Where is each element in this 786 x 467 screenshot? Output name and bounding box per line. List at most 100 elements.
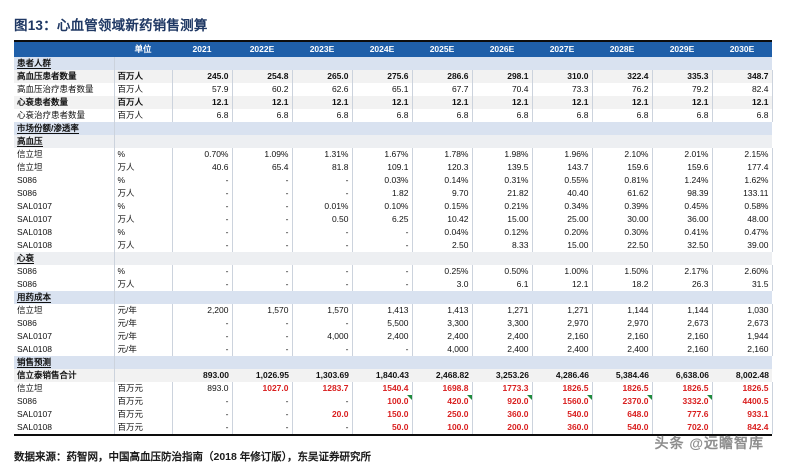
row-unit: [113, 57, 172, 70]
cell-value: [592, 356, 652, 369]
cell-value: -: [292, 187, 353, 200]
cell-value: [232, 135, 292, 148]
table-row: S086 万人 - - - -3.0 6.1 12.1 18.2 26.3 31.5: [14, 278, 773, 291]
row-unit: 元/年: [113, 304, 173, 317]
cell-value: 0.81%: [592, 174, 653, 187]
table-row: SAL0107% - -0.01% 0.10% 0.15% 0.21% 0.34% 0.39%…: [14, 200, 773, 213]
cell-value: -: [172, 200, 233, 213]
cell-value: 70.4: [472, 83, 533, 96]
watermark: 头条 @远瞻智库: [654, 435, 764, 451]
cell-value: 12.1: [412, 96, 473, 109]
cell-value: 2,673: [652, 317, 713, 330]
cell-value: -: [292, 395, 353, 408]
cell-value: [232, 291, 292, 304]
table-row: SAL0107 元/年 - -4,000 2,400 2,400 2,400 2,160 2,1…: [14, 330, 773, 343]
column-header-3: 2022E: [232, 42, 292, 57]
row-unit: [113, 122, 172, 135]
cell-value: 0.47%: [712, 226, 773, 239]
cell-value: 0.34%: [532, 200, 593, 213]
column-header-6: 2025E: [412, 42, 472, 57]
cell-value: 2.15%: [712, 148, 773, 161]
cell-value: -: [232, 317, 293, 330]
cell-value: 2.17%: [652, 265, 713, 278]
column-header-2: 2021: [172, 42, 232, 57]
cell-value: 81.8: [292, 161, 353, 174]
cell-value: 6.8: [172, 109, 233, 122]
cell-value: [532, 356, 592, 369]
row-label: 信立坦: [14, 148, 115, 161]
row-unit: 万人: [113, 161, 173, 174]
cell-value: 30.00: [592, 213, 653, 226]
cell-value: 8.33: [472, 239, 533, 252]
cell-value: [472, 291, 532, 304]
cell-value: 0.58%: [712, 200, 773, 213]
cell-value: 12.1: [352, 96, 413, 109]
row-label: SAL0108: [14, 226, 115, 239]
cell-value: 1560.0: [532, 395, 593, 408]
cell-value: -: [232, 330, 293, 343]
row-label-text: 市场份额/渗透率: [17, 123, 79, 134]
table-row: 心衰治疗患者数量 百万人 6.8 6.8 6.8 6.8 6.8 6.8 6.8 6.8 6.8 6.…: [14, 109, 773, 122]
cell-value: -: [172, 395, 233, 408]
cell-value: 1.31%: [292, 148, 353, 161]
cell-value: 12.1: [292, 96, 353, 109]
cell-value: 79.2: [652, 83, 713, 96]
cell-value: 40.40: [532, 187, 593, 200]
row-unit: %: [113, 200, 173, 213]
cell-value: -: [172, 343, 233, 356]
cell-value: 348.7: [712, 70, 773, 83]
cell-value: [172, 291, 232, 304]
row-label: SAL0108: [14, 421, 115, 434]
cell-value: -: [232, 226, 293, 239]
row-label: SAL0107: [14, 408, 115, 421]
cell-value: [352, 135, 412, 148]
cell-value: [352, 57, 412, 70]
cell-value: -: [172, 213, 233, 226]
table-row: 信立坦 元/年 2,200 1,570 1,570 1,413 1,413 1,271 1,27…: [14, 304, 773, 317]
section-row: 用药成本: [14, 291, 772, 304]
cell-value: 1027.0: [232, 382, 293, 395]
table-bottom-rule: [14, 434, 772, 436]
cell-value: 6,638.06: [652, 369, 712, 382]
cell-value: 2,400: [592, 343, 653, 356]
cell-value: -: [172, 174, 233, 187]
column-header-11: 2030E: [712, 42, 772, 57]
cell-value: [472, 57, 532, 70]
row-unit: %: [113, 148, 173, 161]
cell-value: 1,271: [532, 304, 593, 317]
cell-value: 3,253.26: [472, 369, 532, 382]
cell-value: 159.6: [652, 161, 713, 174]
cell-value: [472, 252, 532, 265]
row-label: S086: [14, 187, 115, 200]
section-row: 高血压: [14, 135, 772, 148]
cell-value: 2,970: [592, 317, 653, 330]
cell-value: [472, 122, 532, 135]
cell-value: 62.6: [292, 83, 353, 96]
cell-value: 1283.7: [292, 382, 353, 395]
table-header-row: 单位 2021 2022E 2023E 2024E 2025E 2026E 2027E 2028…: [14, 42, 772, 57]
cell-value: -: [232, 265, 293, 278]
cell-value: 2,160: [652, 330, 713, 343]
cell-value: 777.6: [652, 408, 713, 421]
row-label: SAL0108: [14, 343, 115, 356]
row-unit: [113, 369, 172, 382]
table-row: S086 百万元 - - -100.0 420.0 920.0 1560.0 2370.0 333…: [14, 395, 773, 408]
cell-value: 100.0: [352, 395, 413, 408]
cell-value: 1,271: [472, 304, 533, 317]
cell-value: 0.31%: [472, 174, 533, 187]
source-note: 数据来源：药智网，中国高血压防治指南（2018 年修订版），东吴证券研究所: [14, 451, 372, 463]
cell-value: 1.50%: [592, 265, 653, 278]
cell-value: [172, 57, 232, 70]
cell-value: 250.0: [412, 408, 473, 421]
cell-value: 12.1: [172, 96, 233, 109]
row-label: 心衰: [14, 252, 114, 265]
row-unit: %: [113, 174, 173, 187]
cell-value: 3,300: [472, 317, 533, 330]
row-label: 市场份额/渗透率: [14, 122, 114, 135]
column-header-10: 2029E: [652, 42, 712, 57]
cell-value: 65.1: [352, 83, 413, 96]
cell-value: [712, 57, 772, 70]
row-unit: 万人: [113, 278, 173, 291]
cell-value: 2,400: [472, 343, 533, 356]
cell-value: [232, 252, 292, 265]
